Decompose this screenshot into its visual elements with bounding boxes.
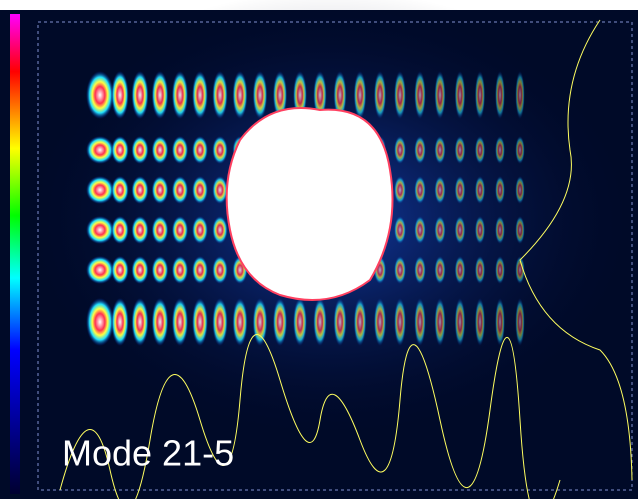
mode-spot [172, 216, 188, 244]
mode-spot [86, 176, 114, 204]
mode-spot [455, 216, 466, 244]
mode-spot [495, 216, 505, 244]
mode-spot [455, 136, 466, 164]
mode-spot [86, 298, 114, 346]
mode-spot [86, 256, 114, 284]
mode-spot [192, 256, 208, 284]
mode-spot [253, 298, 268, 346]
mode-spot [86, 136, 114, 164]
mode-spot [293, 298, 307, 346]
mode-spot [354, 298, 367, 346]
mode-spot [354, 71, 367, 119]
mode-spot [434, 176, 445, 204]
mode-spot [131, 298, 148, 346]
mode-spot [111, 216, 129, 244]
mode-spot [394, 136, 406, 164]
mode-spot [495, 298, 505, 346]
mode-spot [212, 298, 228, 346]
mode-spot [495, 256, 505, 284]
mode-spot [172, 136, 188, 164]
mode-spot [394, 176, 406, 204]
mode-spot [394, 256, 406, 284]
mode-spot [232, 71, 247, 119]
mode-spot [455, 298, 466, 346]
mode-spot [313, 298, 327, 346]
mode-spot [414, 216, 426, 244]
mode-spot [192, 71, 208, 119]
mode-spot [152, 298, 169, 346]
mode-spot [515, 216, 525, 244]
mode-label: Mode 21-5 [62, 433, 234, 474]
mode-spot [475, 298, 485, 346]
mode-spot [212, 256, 228, 284]
mode-spot [131, 216, 148, 244]
mode-spot [253, 71, 268, 119]
mode-spot [495, 71, 505, 119]
mode-spot [475, 256, 485, 284]
mode-spot [131, 136, 148, 164]
mode-spot [232, 298, 247, 346]
mode-spot [475, 71, 485, 119]
mode-spot [394, 298, 406, 346]
mode-spot [394, 216, 406, 244]
mode-spot [111, 136, 129, 164]
mode-spot [374, 71, 386, 119]
mode-spot [434, 216, 445, 244]
mode-spot [212, 176, 228, 204]
mode-spot [111, 71, 129, 119]
mode-spot [475, 216, 485, 244]
mode-spot [152, 216, 169, 244]
mode-spot [172, 298, 188, 346]
mode-spot [172, 176, 188, 204]
mode-spot [434, 298, 445, 346]
mode-spot [86, 71, 114, 119]
mode-spot [152, 71, 169, 119]
mode-spot [333, 298, 346, 346]
mode-spot [414, 256, 426, 284]
saturated-core [227, 108, 393, 300]
mode-spot [414, 298, 426, 346]
mode-spot [212, 136, 228, 164]
mode-spot [455, 71, 466, 119]
mode-spot [172, 256, 188, 284]
mode-spot [515, 176, 525, 204]
mode-spot [111, 256, 129, 284]
mode-spot [495, 176, 505, 204]
mode-spot [111, 298, 129, 346]
mode-spot [414, 136, 426, 164]
mode-spot [192, 298, 208, 346]
mode-spot [212, 216, 228, 244]
mode-spot [273, 298, 287, 346]
mode-spot [86, 216, 114, 244]
mode-spot [152, 176, 169, 204]
mode-spot [131, 256, 148, 284]
mode-spot [152, 256, 169, 284]
mode-spot [455, 176, 466, 204]
mode-spot [374, 298, 386, 346]
mode-spot [192, 176, 208, 204]
mode-spot [131, 71, 148, 119]
mode-spot [515, 136, 525, 164]
page: Mode 21-5 (() => { const data = JSON.par… [0, 0, 638, 499]
mode-spot [212, 71, 228, 119]
mode-spot [414, 176, 426, 204]
mode-spot [111, 176, 129, 204]
mode-spot [434, 136, 445, 164]
mode-spot [192, 136, 208, 164]
mode-spot [515, 298, 525, 346]
mode-spot [434, 71, 445, 119]
mode-spot [495, 136, 505, 164]
mode-spot [131, 176, 148, 204]
mode-spot [152, 136, 169, 164]
mode-spot [515, 71, 525, 119]
mode-spot [455, 256, 466, 284]
beam-profile: Mode 21-5 [0, 0, 638, 499]
mode-spot [475, 176, 485, 204]
mode-spot [475, 136, 485, 164]
mode-spot [434, 256, 445, 284]
mode-spot [394, 71, 406, 119]
mode-spot [414, 71, 426, 119]
mode-spot [172, 71, 188, 119]
mode-spot [192, 216, 208, 244]
